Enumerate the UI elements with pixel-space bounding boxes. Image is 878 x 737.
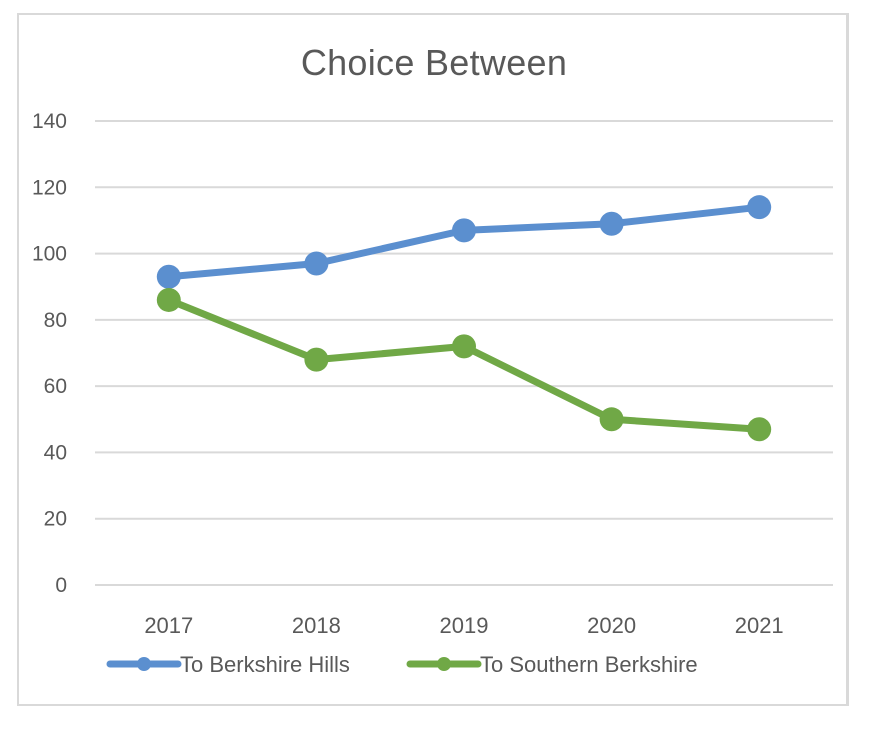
y-tick-label: 80 [44,309,67,332]
data-point-marker [304,251,329,276]
series-line-1 [156,287,772,442]
y-axis-labels: 0 20 40 60 80 100 120 140 [32,110,67,597]
chart-frame [17,13,849,706]
data-point-marker [452,218,476,243]
y-tick-label: 100 [32,243,67,266]
data-point-marker [452,334,476,359]
x-tick-label: 2020 [587,613,636,638]
legend-marker-icon [137,657,151,671]
data-point-marker [156,287,181,312]
legend-label: To Southern Berkshire [480,652,698,677]
gridlines [95,120,833,586]
x-tick-label: 2019 [440,613,489,638]
y-tick-label: 20 [44,508,67,531]
data-point-marker [747,417,772,442]
data-point-marker [156,264,181,289]
x-tick-label: 2018 [292,613,341,638]
x-axis-labels: 2017 2018 2019 2020 2021 [144,613,783,638]
y-tick-label: 40 [44,441,67,464]
y-tick-label: 0 [55,574,67,597]
legend-item-1: To Southern Berkshire [406,652,698,677]
data-point-marker [599,407,624,432]
legend-item-0: To Berkshire Hills [106,652,350,677]
x-tick-label: 2017 [144,613,193,638]
chart-title: Choice Between [300,42,568,83]
legend-marker-icon [437,657,451,671]
data-point-marker [747,195,772,220]
y-tick-label: 120 [32,176,67,199]
legend-label: To Berkshire Hills [180,652,350,677]
y-tick-label: 140 [32,110,67,133]
y-tick-label: 60 [44,375,67,398]
data-point-marker [599,211,624,236]
x-tick-label: 2021 [735,613,784,638]
data-series [156,195,772,442]
data-point-marker [304,347,329,372]
legend: To Berkshire Hills To Southern Berkshire [106,652,698,677]
series-line-0 [156,195,772,289]
